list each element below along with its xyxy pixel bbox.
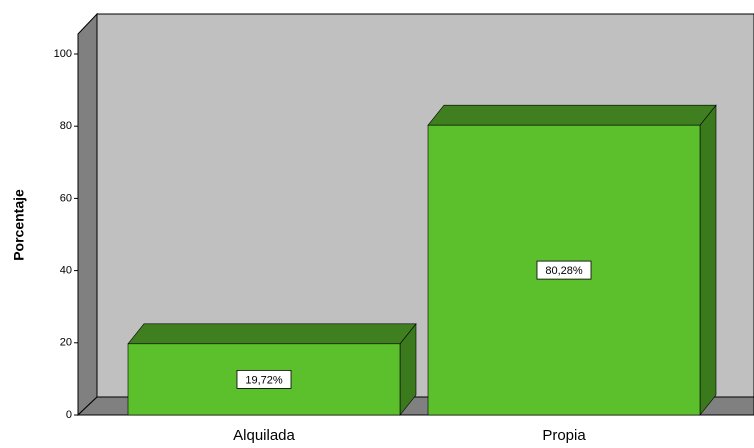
y-tick-label: 80 [60,120,72,132]
side-wall [77,12,98,417]
value-label-box [536,260,592,280]
y-tick-label: 20 [60,337,72,349]
bar-top [127,323,417,345]
y-tick-label: 40 [60,265,72,277]
value-label: 19,72% [245,374,283,386]
y-axis-label: Porcentaje [11,189,27,261]
y-tick-label: 60 [60,192,72,204]
value-label-box [236,370,292,389]
bar-side [699,104,717,416]
x-tick-label: Alquilada [233,427,295,444]
bar-top [427,104,717,126]
x-tick-label: Propia [542,427,586,444]
y-tick-label: 0 [66,409,72,421]
value-label: 80,28% [545,265,583,277]
y-tick-label: 100 [54,48,72,60]
